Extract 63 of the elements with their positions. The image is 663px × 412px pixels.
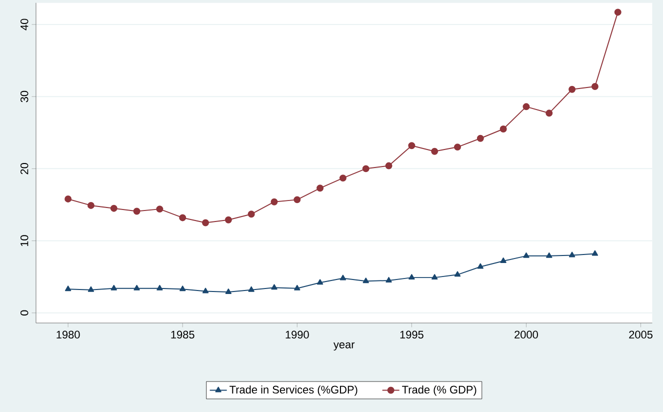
point <box>546 110 553 117</box>
point <box>500 258 506 263</box>
point <box>523 252 530 258</box>
point <box>133 208 140 215</box>
y-tick-label: 20 <box>20 163 28 174</box>
point <box>134 284 140 290</box>
point <box>385 162 392 170</box>
point <box>476 134 484 142</box>
point <box>454 144 461 151</box>
point <box>591 83 598 90</box>
point <box>88 286 94 292</box>
point <box>316 184 324 192</box>
x-tick-label: 1995 <box>400 330 424 339</box>
point <box>500 126 507 133</box>
y-tick-label: 30 <box>20 90 28 102</box>
point <box>294 196 301 204</box>
point <box>316 279 324 285</box>
legend-label: Trade (% GDP) <box>402 386 476 396</box>
point <box>225 288 232 294</box>
x-tick-label: 2005 <box>629 330 652 339</box>
x-tick-label: 1990 <box>286 330 309 339</box>
point <box>64 286 72 292</box>
y-tick-label: 10 <box>20 235 28 246</box>
x-tick-label: 1980 <box>56 330 80 339</box>
point <box>248 286 254 292</box>
x-tick-label: 1985 <box>171 330 194 339</box>
point <box>362 278 369 284</box>
point <box>110 204 118 212</box>
point <box>340 274 346 280</box>
point <box>362 165 370 172</box>
point <box>180 286 186 292</box>
point <box>64 195 72 202</box>
point <box>522 103 530 110</box>
point <box>87 202 94 209</box>
point <box>271 284 278 290</box>
point <box>431 148 438 155</box>
point <box>248 210 255 218</box>
x-tick-label: 2000 <box>514 330 538 339</box>
point <box>270 198 278 206</box>
point <box>546 252 552 258</box>
point <box>568 86 576 93</box>
y-tick-label: 0 <box>20 310 28 316</box>
point <box>202 288 209 294</box>
point <box>386 276 392 282</box>
point <box>156 284 163 290</box>
point <box>432 274 438 280</box>
point <box>408 142 416 150</box>
point <box>408 274 415 280</box>
point <box>477 263 484 269</box>
point <box>339 174 346 182</box>
point <box>179 214 186 222</box>
point <box>294 284 300 290</box>
y-tick-label: 40 <box>20 18 28 30</box>
point <box>614 8 622 16</box>
point <box>224 216 232 224</box>
x-axis-title: year <box>333 342 355 351</box>
point <box>110 284 117 290</box>
point <box>156 206 164 213</box>
point <box>454 271 461 277</box>
point <box>568 252 576 258</box>
point <box>202 219 209 226</box>
legend-label: Trade in Services (%GDP) <box>230 386 358 396</box>
point <box>592 250 598 256</box>
